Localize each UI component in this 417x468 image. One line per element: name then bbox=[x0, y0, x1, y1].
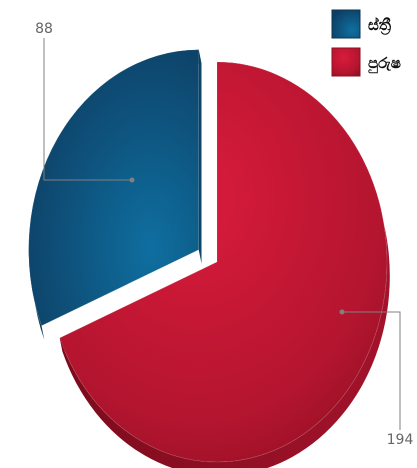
data-label-dot bbox=[339, 309, 345, 315]
data-label-male: 194 bbox=[387, 432, 414, 448]
data-label-leader bbox=[43, 38, 132, 181]
legend-label-male: පුරුෂ bbox=[368, 54, 401, 74]
legend-swatch-female bbox=[331, 9, 361, 39]
slice-male[interactable] bbox=[59, 61, 388, 463]
slice-female-edge bbox=[198, 49, 202, 264]
legend-label-female: ස්ත්‍රී bbox=[368, 16, 392, 36]
legend-swatch-male bbox=[331, 47, 361, 77]
legend: ස්ත්‍රී පුරුෂ bbox=[331, 9, 401, 77]
data-label-dot bbox=[129, 177, 135, 183]
slice-female[interactable] bbox=[28, 49, 200, 327]
data-label-female: 88 bbox=[35, 21, 53, 37]
data-label-leader bbox=[342, 311, 401, 430]
